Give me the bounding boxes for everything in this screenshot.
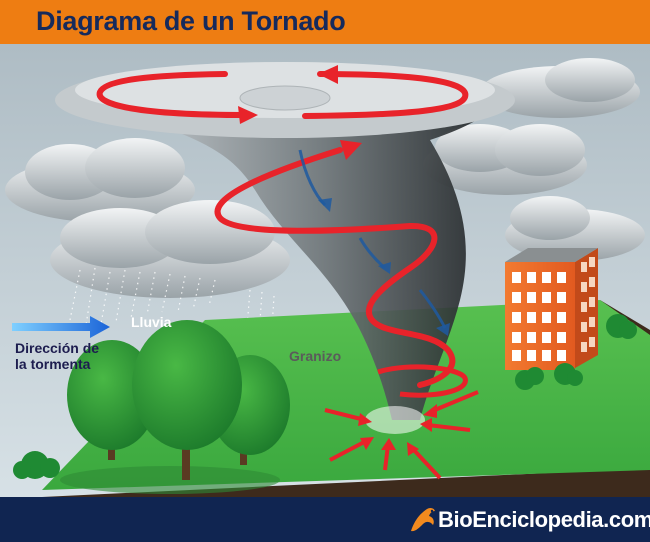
rotation-arrows [96, 71, 469, 119]
trees [60, 320, 290, 494]
spiral-bottom-ring [377, 364, 468, 398]
label-storm-direction: Dirección de la tormenta [15, 340, 99, 372]
label-hail: Granizo [289, 348, 342, 364]
storm-cloud [55, 62, 515, 138]
debris-cloud [365, 406, 425, 434]
rain-streaks [69, 267, 275, 361]
rotation-arrowheads [238, 65, 338, 124]
label-storm-direction-line-1: Dirección de [15, 340, 100, 356]
bushes [13, 314, 637, 479]
dragon-logo-icon [411, 507, 435, 532]
footer-bar [0, 497, 650, 542]
label-rain: Lluvia [131, 314, 172, 330]
downdraft-arrowheads [318, 198, 450, 336]
cloud-right-top [480, 58, 640, 118]
cloud-right-middle [423, 124, 587, 195]
spiral-arrowhead [340, 140, 362, 160]
label-storm-direction-line-2: la tormenta [15, 356, 91, 372]
inflow-arrows [324, 390, 479, 480]
red-spiral [214, 147, 456, 388]
building [505, 248, 598, 370]
tornado-funnel [120, 110, 490, 420]
header-bar [0, 0, 650, 44]
page-title: Diagrama de un Tornado [36, 6, 346, 36]
cloud-left [5, 138, 195, 222]
cloud-rain [50, 200, 290, 298]
brand-name[interactable]: BioEnciclopedia.com [438, 507, 650, 532]
storm-direction-arrow [12, 316, 110, 338]
